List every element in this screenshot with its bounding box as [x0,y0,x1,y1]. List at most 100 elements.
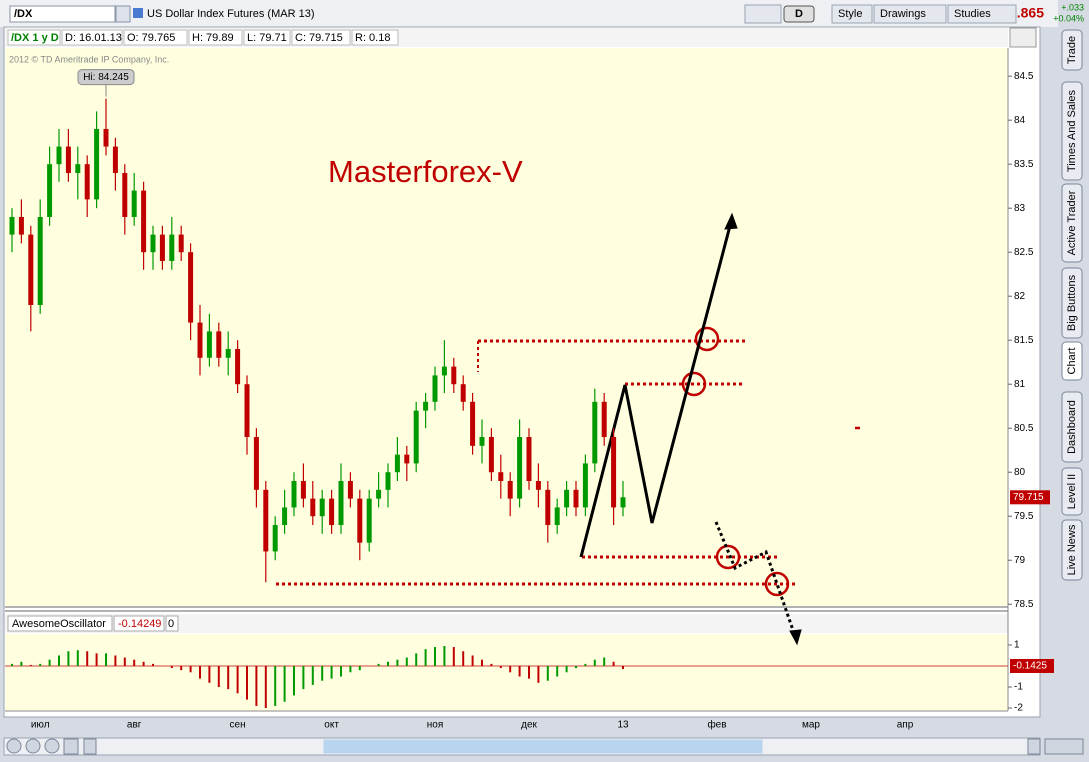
candle-body [188,252,194,323]
osc-name-box [7,615,113,632]
candle-body [310,498,316,517]
candle-body [611,437,617,508]
scroll-left[interactable] [83,738,97,755]
candle-body [554,507,560,526]
candle-body [56,146,62,165]
candle-body [413,410,419,464]
candle-body [197,322,203,358]
wave-path [579,221,733,558]
candle-body [131,190,137,217]
chart-title: Masterforex-V [328,154,523,189]
osc-name: AwesomeOscillator [12,618,106,630]
info-text: C: 79.715 [295,32,343,44]
toolbar-button-label: Drawings [880,8,926,20]
pan-button[interactable] [6,738,22,754]
toolbar-button-label: Style [838,8,862,20]
candle-body [225,349,231,358]
copyright: 2012 © TD Ameritrade IP Company, Inc. [9,54,169,64]
candle-body [9,216,15,235]
y-tick-label: 82 [1014,291,1026,302]
toolbar-button[interactable] [873,4,947,24]
arrow-head [724,212,738,230]
info-field [243,29,291,46]
side-tab-label: Dashboard [1066,400,1078,454]
x-tick-label: фев [707,719,726,731]
candle-body [235,349,241,385]
y-tick-label: 80.5 [1014,423,1034,434]
target-circle [715,544,741,570]
candle-body [488,437,494,473]
scroll-thumb[interactable] [323,739,763,754]
candle-body [432,375,438,402]
y-tick-label: 81.5 [1014,335,1034,346]
side-tab[interactable] [1061,391,1083,463]
toolbar-button[interactable] [831,4,873,24]
candle-body [526,437,532,482]
side-tab-label: Live News [1066,524,1078,575]
drawings [276,212,860,646]
info-text: D: 16.01.13 [65,32,122,44]
symbol: /DX [14,8,33,20]
candle-body [206,331,212,358]
candle-body [507,481,513,499]
info-field [188,29,243,46]
zoom-out-button[interactable] [44,738,60,754]
zoom-in-button[interactable] [25,738,41,754]
candle-body [300,481,306,499]
side-tab[interactable] [1061,29,1083,71]
candle-body [103,128,109,147]
price-plot-bg [5,48,1008,606]
candle-body [498,472,504,482]
side-tab[interactable] [1061,183,1083,263]
candle-body [338,481,344,526]
symbol-box[interactable] [9,5,116,23]
side-tab[interactable] [1061,467,1083,516]
change: +.033 [1061,2,1084,12]
zoom-buttons[interactable] [1044,738,1084,755]
x-tick-label: апр [897,720,914,731]
side-tab[interactable] [1061,81,1083,181]
tool-icons[interactable] [744,4,782,24]
osc-y-tick-label: 1 [1014,640,1020,651]
candle-body [94,128,100,200]
candle-body [601,401,607,438]
osc-current-value: -0.14249 [118,618,161,630]
side-tab[interactable] [1061,341,1083,381]
candle-body [65,146,71,173]
y-tick-label: 81 [1014,379,1026,390]
toolbar-button[interactable] [947,4,1017,24]
candle-body [291,481,297,508]
scroll-right[interactable] [1027,738,1041,755]
candle-body [178,234,184,253]
side-tab-label: Chart [1066,348,1078,375]
osc-y-tick-label: -1 [1014,682,1023,693]
chart-settings-icon[interactable] [1009,27,1037,48]
candle-body [150,234,156,253]
toolbar-button-label: Studies [954,8,991,20]
target-circle [681,371,707,397]
x-tick-label: дек [521,720,537,731]
candle-body [545,489,551,526]
arrow-head [789,629,802,646]
symbol-icon [133,8,143,18]
side-tab[interactable] [1061,267,1083,339]
y-tick-label: 84.5 [1014,71,1034,82]
symbol-description: US Dollar Index Futures (MAR 13) [147,8,315,20]
y-tick-label: 84 [1014,115,1026,126]
x-tick-label: авг [127,720,142,731]
side-tab-label: Level II [1066,474,1078,509]
hand-button[interactable] [63,738,79,755]
candle-body [582,463,588,508]
info-text: L: 79.71 [247,32,287,44]
candle-body [592,401,598,464]
last-osc-box [1010,658,1054,673]
aggregation-button[interactable] [783,5,815,23]
symbol-dropdown[interactable] [115,5,131,23]
side-tab[interactable] [1061,519,1083,581]
candle-body [122,172,128,217]
candle-body [37,216,43,305]
candle-body [404,454,410,464]
side-tab-label: Big Buttons [1066,274,1078,331]
y-tick-label: 78.5 [1014,599,1034,610]
